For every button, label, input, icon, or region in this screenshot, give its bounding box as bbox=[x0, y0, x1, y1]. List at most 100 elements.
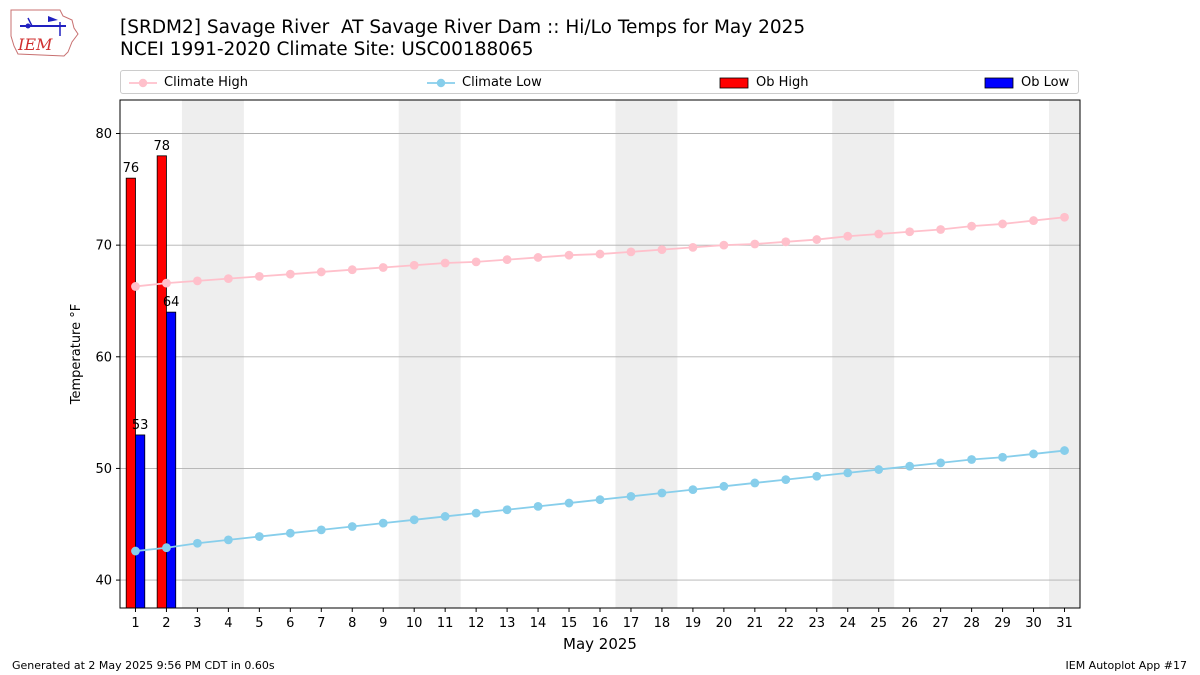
climate-high-point bbox=[347, 265, 357, 275]
climate-low-point bbox=[657, 488, 667, 498]
y-axis-label: Temperature °F bbox=[69, 304, 84, 405]
iem-logo-text: IEM bbox=[17, 35, 53, 54]
x-tick-label: 26 bbox=[901, 616, 918, 631]
climate-low-point bbox=[874, 465, 884, 474]
x-tick-label: 17 bbox=[623, 616, 640, 631]
x-tick-label: 19 bbox=[685, 616, 702, 631]
ob-high-bar-label: 76 bbox=[123, 161, 140, 176]
ob-low-bar-label: 53 bbox=[132, 418, 149, 433]
y-tick-label: 40 bbox=[95, 574, 112, 589]
app-credit: IEM Autoplot App #17 bbox=[1065, 659, 1188, 672]
climate-high-point bbox=[843, 231, 853, 241]
climate-low-point bbox=[998, 452, 1007, 462]
climate-high-point bbox=[905, 227, 915, 237]
climate-low-point bbox=[409, 515, 419, 525]
climate-low-point bbox=[750, 478, 760, 488]
climate-high-point bbox=[812, 235, 822, 244]
x-tick-label: 15 bbox=[561, 616, 578, 631]
x-tick-label: 25 bbox=[870, 616, 887, 631]
generated-timestamp: Generated at 2 May 2025 9:56 PM CDT in 0… bbox=[12, 659, 275, 672]
climate-high-point bbox=[193, 276, 202, 286]
climate-high-point bbox=[223, 274, 233, 284]
climate-high-point bbox=[657, 245, 667, 255]
x-tick-label: 16 bbox=[592, 616, 609, 631]
chart-title: [SRDM2] Savage River AT Savage River Dam… bbox=[120, 17, 806, 38]
climate-low-point bbox=[843, 468, 853, 478]
climate-high-point bbox=[502, 255, 512, 265]
x-tick-label: 29 bbox=[994, 616, 1011, 631]
legend-label-climate-low: Climate Low bbox=[462, 75, 542, 90]
climate-high-point bbox=[564, 250, 574, 260]
weekend-shade bbox=[1049, 100, 1080, 608]
weekend-shade bbox=[832, 100, 895, 608]
climate-high-point bbox=[750, 239, 760, 249]
x-tick-label: 3 bbox=[193, 616, 201, 631]
x-tick-label: 6 bbox=[286, 616, 294, 631]
climate-high-point bbox=[874, 229, 884, 239]
climate-high-point bbox=[533, 253, 543, 262]
climate-low-point bbox=[285, 528, 295, 538]
climate-low-point bbox=[1029, 449, 1038, 459]
climate-low-point bbox=[347, 522, 357, 531]
climate-high-point bbox=[316, 267, 326, 277]
chart-subtitle: NCEI 1991-2020 Climate Site: USC00188065 bbox=[120, 39, 534, 60]
climate-low-point bbox=[440, 512, 450, 521]
climate-low-point bbox=[223, 535, 233, 545]
x-tick-label: 9 bbox=[379, 616, 387, 631]
climate-high-point bbox=[936, 225, 946, 234]
x-tick-label: 10 bbox=[406, 616, 423, 631]
climate-high-point bbox=[719, 240, 729, 250]
y-tick-label: 50 bbox=[95, 462, 112, 477]
climate-high-point bbox=[285, 269, 295, 279]
climate-low-point bbox=[131, 546, 140, 556]
climate-high-point bbox=[967, 221, 977, 231]
legend-label-climate-high: Climate High bbox=[164, 75, 249, 90]
x-tick-label: 5 bbox=[255, 616, 263, 631]
weekend-shade bbox=[181, 100, 244, 608]
climate-low-point bbox=[378, 518, 388, 528]
ob-low-swatch-icon bbox=[984, 77, 1014, 89]
legend-label-ob-low: Ob Low bbox=[1021, 75, 1070, 90]
x-tick-label: 1 bbox=[131, 616, 139, 631]
weekend-shade bbox=[615, 100, 678, 608]
x-tick-label: 31 bbox=[1056, 616, 1073, 631]
climate-high-point bbox=[1029, 216, 1038, 225]
climate-low-point bbox=[564, 498, 574, 508]
ob-low-bar bbox=[166, 311, 177, 609]
climate-low-point bbox=[595, 495, 605, 505]
climate-low-point bbox=[719, 481, 729, 491]
x-tick-label: 14 bbox=[530, 616, 547, 631]
climate-low-point bbox=[254, 532, 264, 541]
legend-label-ob-high: Ob High bbox=[756, 75, 809, 90]
ob-high-bar-label: 78 bbox=[154, 139, 171, 154]
climate-high-point bbox=[440, 258, 450, 268]
climate-low-point bbox=[316, 525, 326, 535]
climate-high-point bbox=[781, 237, 791, 247]
x-tick-label: 7 bbox=[317, 616, 325, 631]
ob-low-bar bbox=[135, 434, 146, 609]
ob-high-bar bbox=[156, 155, 167, 609]
ob-high-swatch-icon bbox=[719, 77, 749, 89]
x-tick-label: 8 bbox=[348, 616, 356, 631]
climate-high-point bbox=[626, 247, 636, 257]
climate-low-point bbox=[533, 502, 543, 511]
x-tick-label: 18 bbox=[654, 616, 671, 631]
ob-high-bar bbox=[125, 177, 136, 609]
climate-high-line-icon bbox=[129, 78, 157, 88]
climate-low-line-icon bbox=[427, 78, 455, 88]
climate-low-point bbox=[162, 543, 171, 553]
x-tick-label: 30 bbox=[1025, 616, 1042, 631]
legend: Climate High Climate Low Ob High Ob Low bbox=[120, 70, 1079, 94]
climate-high-point bbox=[595, 249, 605, 259]
ob-low-bar-label: 64 bbox=[163, 295, 180, 310]
x-tick-label: 23 bbox=[809, 616, 826, 631]
x-axis-label: May 2025 bbox=[563, 635, 637, 653]
x-tick-label: 27 bbox=[932, 616, 949, 631]
x-tick-label: 13 bbox=[499, 616, 516, 631]
y-tick-label: 70 bbox=[95, 239, 112, 254]
climate-low-point bbox=[193, 538, 202, 548]
x-tick-label: 11 bbox=[437, 616, 454, 631]
climate-high-line bbox=[135, 216, 1065, 288]
climate-high-point bbox=[998, 219, 1007, 229]
